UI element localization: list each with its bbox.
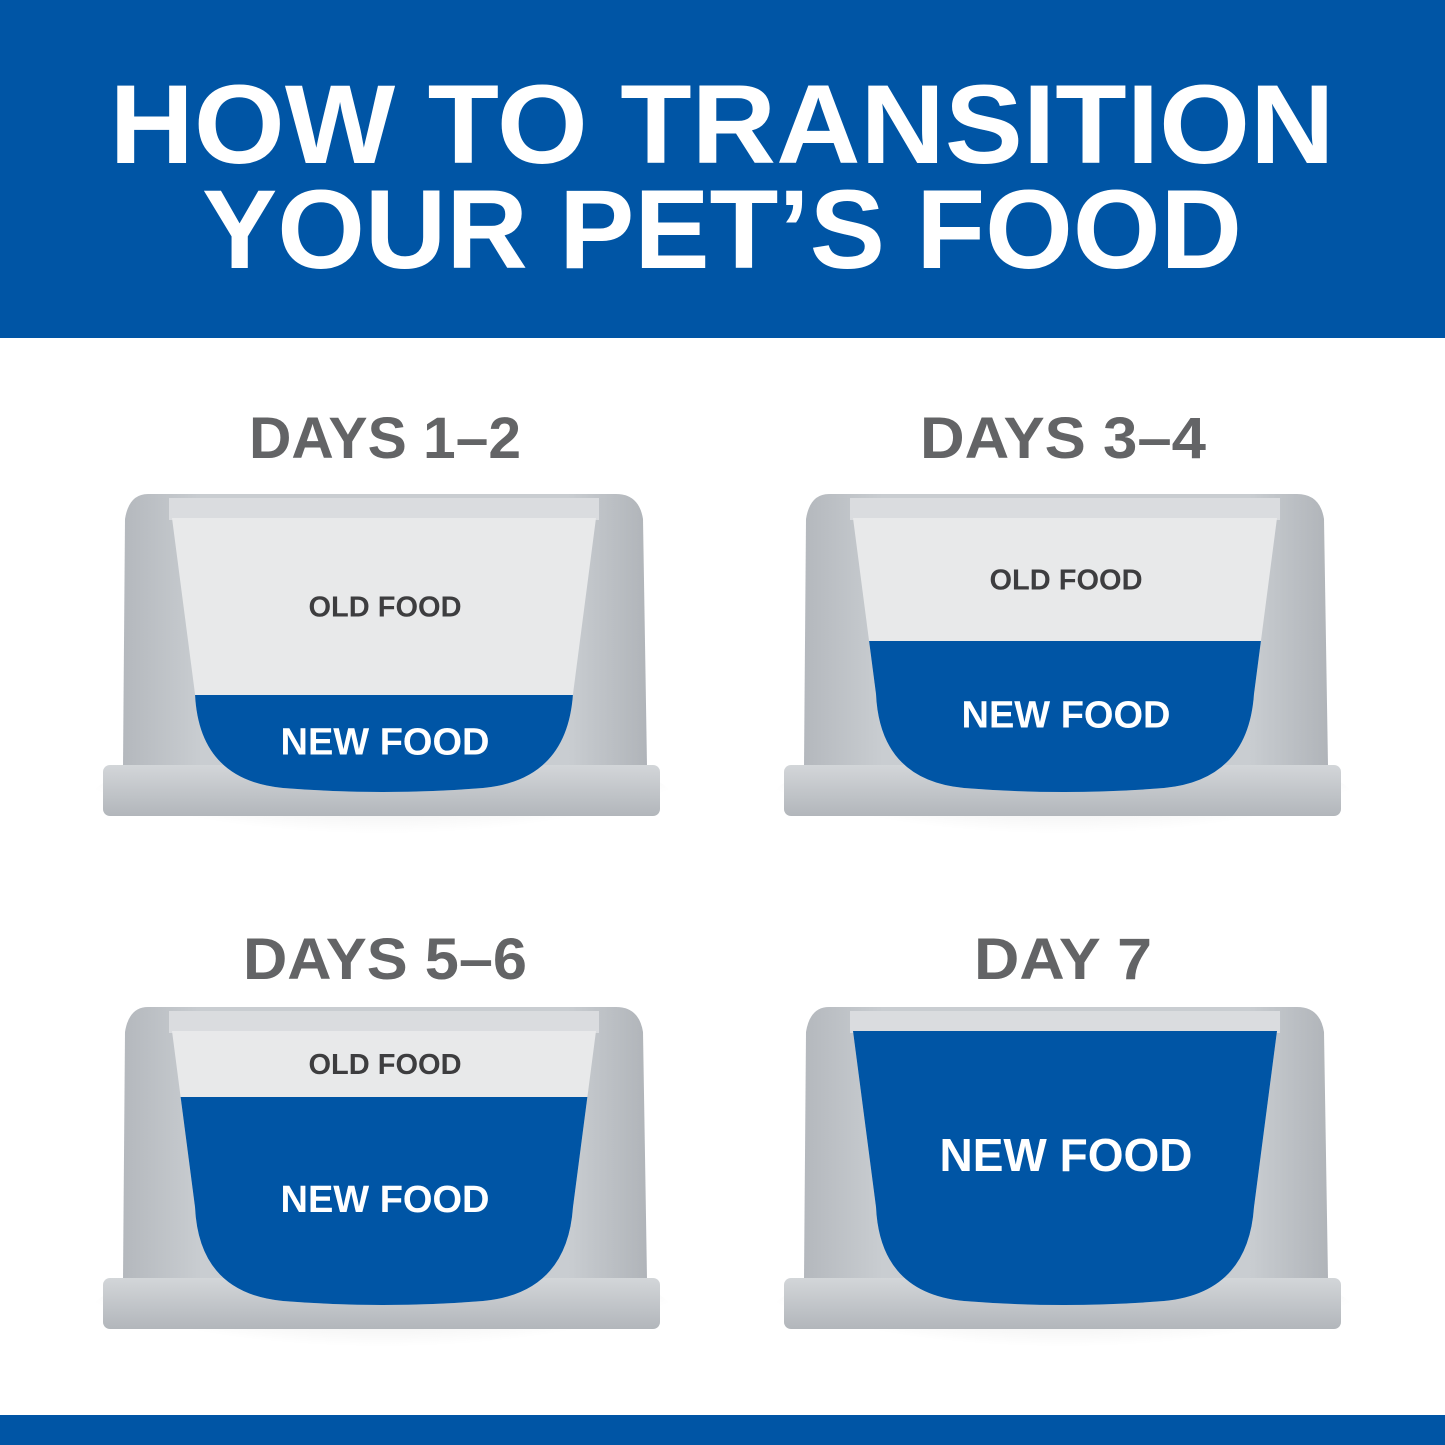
new-food-label: NEW FOOD bbox=[281, 722, 490, 764]
old-food-label: OLD FOOD bbox=[308, 592, 461, 624]
bowl-lip bbox=[169, 498, 599, 520]
food-bowl: OLD FOOD NEW FOOD bbox=[82, 494, 682, 906]
bowl-contents bbox=[172, 518, 596, 792]
food-bowl: OLD FOOD NEW FOOD bbox=[82, 1007, 682, 1419]
bowl-lip bbox=[169, 1011, 599, 1033]
new-food-label: NEW FOOD bbox=[940, 1129, 1193, 1181]
new-food-label: NEW FOOD bbox=[281, 1179, 490, 1221]
new-food-layer bbox=[853, 641, 1277, 792]
food-bowl: NEW FOOD bbox=[763, 1007, 1363, 1419]
old-food-label: OLD FOOD bbox=[308, 1049, 461, 1081]
new-food-layer bbox=[853, 1031, 1277, 1305]
bowl-contents bbox=[172, 1031, 596, 1305]
bowl-lip bbox=[850, 1011, 1280, 1033]
header-banner bbox=[0, 0, 1445, 338]
old-food-label: OLD FOOD bbox=[989, 565, 1142, 597]
new-food-layer bbox=[172, 1097, 596, 1305]
bowl-contents bbox=[853, 518, 1277, 792]
step-title: DAYS 5–6 bbox=[243, 927, 527, 992]
new-food-label: NEW FOOD bbox=[962, 695, 1171, 737]
header-title-line2: YOUR PET’S FOOD bbox=[202, 167, 1242, 292]
footer-bar bbox=[0, 1415, 1445, 1445]
step-title: DAYS 1–2 bbox=[249, 406, 521, 471]
step-title: DAYS 3–4 bbox=[920, 406, 1206, 471]
header-title-line1: HOW TO TRANSITION bbox=[110, 62, 1335, 187]
bowl-lip bbox=[850, 498, 1280, 520]
food-bowl: OLD FOOD NEW FOOD bbox=[763, 494, 1363, 906]
bowl-contents bbox=[853, 1031, 1277, 1305]
new-food-layer bbox=[172, 695, 596, 792]
step-title: DAY 7 bbox=[974, 927, 1152, 992]
